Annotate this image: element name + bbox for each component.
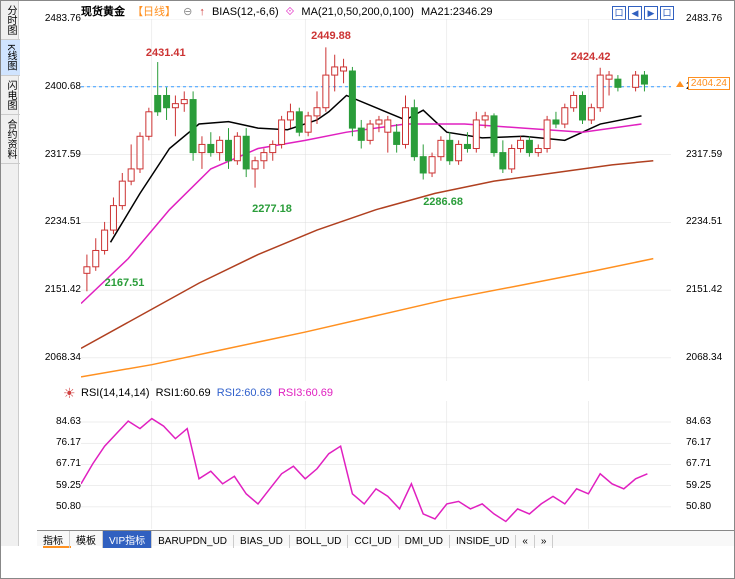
y-tick: 2317.59	[37, 149, 81, 160]
bias-label: BIAS(12,-6,6)	[212, 6, 279, 18]
left-sidebar: 分时图K线图闪电图合约资料	[1, 1, 19, 546]
price-arrow-icon	[676, 81, 684, 87]
y-tick: 2483.76	[37, 13, 81, 24]
y-tick: 76.17	[686, 437, 730, 448]
rsi-label: RSI(14,14,14)	[81, 387, 149, 399]
bias-arrow-icon: ↑	[199, 6, 205, 18]
tab-BIAS_UD[interactable]: BIAS_UD	[234, 535, 290, 548]
sidebar-item-1[interactable]: K线图	[1, 40, 20, 76]
y-tick: 2068.34	[37, 352, 81, 363]
sidebar-item-3[interactable]: 合约资料	[1, 115, 20, 164]
rsi2-value: RSI2:60.69	[217, 387, 272, 399]
y-tick: 84.63	[37, 416, 81, 427]
y-tick: 2068.34	[686, 352, 730, 363]
tab-nav[interactable]: «	[516, 535, 535, 548]
rsi3-value: RSI3:60.69	[278, 387, 333, 399]
tab-VIP指标[interactable]: VIP指标	[103, 531, 152, 548]
top-icon-2[interactable]: ▶	[644, 6, 658, 20]
ma21-value: MA21:2346.29	[421, 6, 493, 18]
title: 现货黄金	[81, 6, 125, 18]
tab-DMI_UD[interactable]: DMI_UD	[399, 535, 450, 548]
y-tick: 76.17	[37, 437, 81, 448]
y-tick: 2483.76	[686, 13, 730, 24]
main-price-chart[interactable]	[81, 19, 671, 381]
y-tick: 2151.42	[686, 284, 730, 295]
y-tick: 84.63	[686, 416, 730, 427]
chart-container: 分时图K线图闪电图合约资料 现货黄金 【日线】 ⊖ ↑ BIAS(12,-6,6…	[0, 0, 735, 579]
price-annotation: 2424.42	[571, 51, 611, 63]
timeframe-label: 【日线】	[132, 6, 176, 18]
y-axis-left-main: 2068.342151.422234.512317.592400.682483.…	[37, 19, 81, 381]
y-tick: 2317.59	[686, 149, 730, 160]
y-tick: 59.25	[686, 480, 730, 491]
sidebar-item-0[interactable]: 分时图	[1, 1, 20, 40]
indicator-settings-icon[interactable]: ☀	[63, 385, 76, 402]
price-annotation: 2449.88	[311, 30, 351, 42]
ma-label: MA(21,0,50,200,0,100)	[301, 6, 414, 18]
y-tick: 59.25	[37, 480, 81, 491]
y-axis-left-rsi: 50.80 59.25 67.71 76.17 84.63	[37, 401, 81, 529]
tab-nav[interactable]: »	[535, 535, 554, 548]
price-annotation: 2431.41	[146, 47, 186, 59]
top-icon-3[interactable]: 口	[660, 6, 674, 20]
y-tick: 67.71	[37, 458, 81, 469]
y-tick: 50.80	[37, 501, 81, 512]
y-tick: 2234.51	[37, 216, 81, 227]
y-tick: 50.80	[686, 501, 730, 512]
top-icon-1[interactable]: ◀	[628, 6, 642, 20]
bottom-tabs: 指标模板VIP指标BARUPDN_UDBIAS_UDBOLL_UDCCI_UDD…	[37, 530, 734, 546]
y-tick: 67.71	[686, 458, 730, 469]
y-tick: 2234.51	[686, 216, 730, 227]
y-tick: 2151.42	[37, 284, 81, 295]
rsi1-value: RSI1:60.69	[156, 387, 211, 399]
sidebar-item-2[interactable]: 闪电图	[1, 76, 20, 115]
chart-header: 现货黄金 【日线】 ⊖ ↑ BIAS(12,-6,6) ⟐ MA(21,0,50…	[81, 3, 497, 19]
price-annotation: 2277.18	[252, 203, 292, 215]
top-icon-0[interactable]: 口	[612, 6, 626, 20]
tab-模板[interactable]: 模板	[70, 531, 103, 548]
current-price-label: 2404.24	[688, 77, 730, 90]
collapse-icon[interactable]: ⊖	[183, 6, 192, 18]
tab-INSIDE_UD[interactable]: INSIDE_UD	[450, 535, 516, 548]
rsi-chart[interactable]	[81, 401, 671, 529]
y-axis-right-rsi: 50.80 59.25 67.71 76.17 84.63	[686, 401, 730, 529]
tab-BARUPDN_UD[interactable]: BARUPDN_UD	[152, 535, 234, 548]
tab-BOLL_UD[interactable]: BOLL_UD	[290, 535, 349, 548]
tab-CCI_UD[interactable]: CCI_UD	[348, 535, 398, 548]
chart-area: 现货黄金 【日线】 ⊖ ↑ BIAS(12,-6,6) ⟐ MA(21,0,50…	[19, 1, 734, 546]
tab-指标[interactable]: 指标	[37, 531, 70, 548]
ma-icon: ⟐	[286, 6, 295, 18]
y-axis-right-main: 2068.342151.422234.512317.592400.682483.…	[686, 19, 730, 381]
y-tick: 2400.68	[37, 81, 81, 92]
price-annotation: 2286.68	[423, 196, 463, 208]
rsi-header: RSI(14,14,14) RSI1:60.69 RSI2:60.69 RSI3…	[81, 387, 333, 399]
price-annotation: 2167.51	[105, 277, 145, 289]
